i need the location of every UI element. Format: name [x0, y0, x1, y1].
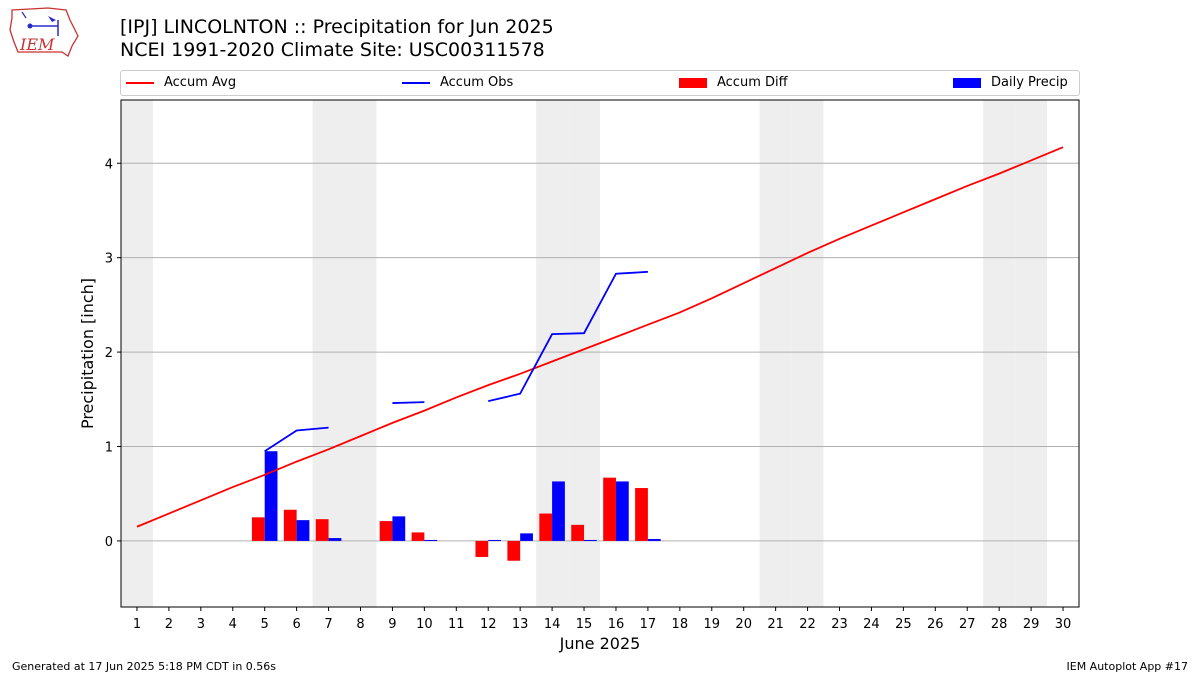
- accum-diff-bar: [411, 532, 425, 541]
- accum-diff-bar: [315, 519, 329, 541]
- x-tick-label: 18: [672, 617, 689, 632]
- y-tick-label: 3: [105, 252, 113, 267]
- legend-swatch-daily-precip: [953, 77, 981, 88]
- legend-item-accum-diff: Accum Diff: [679, 74, 788, 92]
- legend-item-accum-avg: Accum Avg: [126, 74, 236, 92]
- x-tick-label: 21: [767, 617, 784, 632]
- legend-item-daily-precip: Daily Precip: [953, 74, 1068, 92]
- accum-obs-line: [264, 426, 329, 452]
- y-tick-label: 4: [105, 157, 113, 172]
- x-tick-label: 3: [197, 617, 205, 632]
- accum-diff-bar: [603, 477, 616, 541]
- legend-label-daily-precip: Daily Precip: [991, 75, 1068, 90]
- weekend-band: [791, 100, 824, 607]
- legend-swatch-accum-avg: [126, 81, 154, 84]
- daily-precip-bar: [488, 539, 502, 541]
- legend-label-accum-diff: Accum Diff: [717, 75, 788, 90]
- y-axis-label: Precipitation [inch]: [78, 278, 97, 429]
- x-tick-label: 29: [1023, 617, 1040, 632]
- accum-diff-bar: [251, 517, 265, 541]
- x-axis-label: June 2025: [559, 634, 641, 653]
- x-tick-label: 11: [448, 617, 465, 632]
- iem-logo: IEM: [9, 7, 79, 57]
- x-tick-label: 26: [927, 617, 944, 632]
- x-tick-label: 9: [388, 617, 396, 632]
- app-credit: IEM Autoplot App #17: [1066, 660, 1189, 673]
- logo-text: IEM: [19, 35, 55, 54]
- daily-precip-bar: [615, 481, 629, 541]
- x-tick-label: 6: [292, 617, 300, 632]
- legend-label-accum-obs: Accum Obs: [440, 75, 514, 90]
- x-tick-label: 22: [799, 617, 816, 632]
- x-tick-label: 17: [640, 617, 657, 632]
- x-tick-label: 14: [544, 617, 561, 632]
- weekend-band: [759, 100, 792, 607]
- y-tick-label: 1: [105, 440, 113, 455]
- x-tick-label: 23: [831, 617, 848, 632]
- accum-diff-bar: [539, 513, 553, 541]
- x-tick-label: 20: [735, 617, 752, 632]
- chart-legend: Accum Avg Accum Obs Accum Diff Daily Pre…: [120, 70, 1080, 96]
- generated-note: Generated at 17 Jun 2025 5:18 PM CDT in …: [12, 660, 277, 673]
- daily-precip-bar: [647, 539, 661, 541]
- y-tick-label: 2: [105, 346, 113, 361]
- weekend-band: [344, 100, 377, 607]
- x-tick-label: 12: [480, 617, 497, 632]
- x-tick-label: 30: [1055, 617, 1072, 632]
- accum-diff-bar: [379, 521, 393, 541]
- daily-precip-bar: [520, 533, 533, 541]
- legend-item-accum-obs: Accum Obs: [402, 74, 513, 92]
- daily-precip-bar: [392, 516, 406, 541]
- accum-diff-bar: [571, 524, 585, 541]
- legend-swatch-accum-diff: [679, 77, 707, 88]
- daily-precip-bar: [424, 539, 438, 541]
- x-tick-label: 7: [324, 617, 332, 632]
- x-tick-label: 13: [512, 617, 529, 632]
- accum-diff-bar: [507, 540, 521, 561]
- chart-title: [IPJ] LINCOLNTON :: Precipitation for Ju…: [120, 16, 554, 38]
- x-tick-label: 28: [991, 617, 1008, 632]
- x-tick-label: 4: [229, 617, 237, 632]
- x-tick-label: 5: [261, 617, 269, 632]
- x-tick-label: 24: [863, 617, 880, 632]
- x-tick-label: 16: [608, 617, 625, 632]
- plot-frame: [120, 99, 1080, 608]
- y-tick-label: 0: [105, 535, 113, 550]
- daily-precip-bar: [584, 539, 597, 541]
- weekend-band: [1015, 100, 1048, 607]
- daily-precip-bar: [552, 481, 565, 541]
- daily-precip-bar: [264, 451, 278, 541]
- accum-obs-line: [488, 270, 648, 403]
- accum-diff-bar: [635, 488, 648, 541]
- daily-precip-bar: [328, 538, 342, 541]
- x-tick-label: 25: [895, 617, 912, 632]
- x-tick-label: 8: [356, 617, 364, 632]
- daily-precip-bar: [296, 520, 310, 541]
- weekend-band: [983, 100, 1016, 607]
- accum-diff-bar: [283, 509, 297, 541]
- x-tick-label: 19: [703, 617, 720, 632]
- weekend-band: [121, 100, 153, 607]
- accum-avg-line: [136, 146, 1064, 528]
- accum-diff-bar: [475, 540, 489, 557]
- x-tick-label: 10: [416, 617, 433, 632]
- accum-obs-line: [392, 401, 425, 404]
- x-tick-label: 27: [959, 617, 976, 632]
- legend-label-accum-avg: Accum Avg: [164, 75, 237, 90]
- x-tick-label: 15: [576, 617, 593, 632]
- x-tick-label: 1: [133, 617, 141, 632]
- legend-swatch-accum-obs: [402, 81, 430, 84]
- x-tick-label: 2: [165, 617, 173, 632]
- chart-subtitle: NCEI 1991-2020 Climate Site: USC00311578: [120, 39, 545, 61]
